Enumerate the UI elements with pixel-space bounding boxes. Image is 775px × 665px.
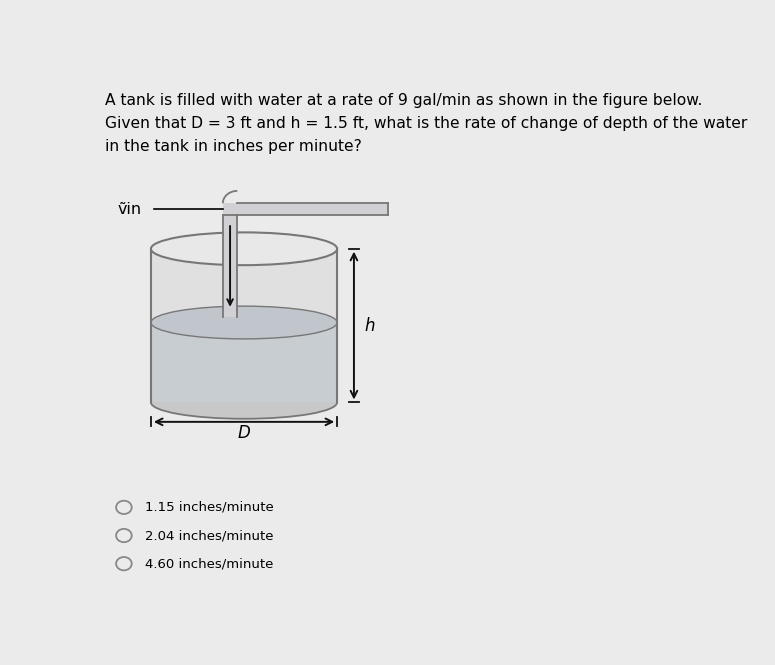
Text: D: D: [238, 424, 250, 442]
Text: A tank is filled with water at a rate of 9 gal/min as shown in the figure below.: A tank is filled with water at a rate of…: [105, 92, 702, 108]
Ellipse shape: [151, 386, 337, 419]
Polygon shape: [223, 215, 237, 317]
Text: ṽin: ṽin: [118, 202, 142, 217]
Text: 4.60 inches/minute: 4.60 inches/minute: [145, 557, 274, 570]
Polygon shape: [151, 323, 337, 402]
Ellipse shape: [151, 232, 337, 265]
Text: h: h: [365, 317, 375, 334]
Text: Given that D = 3 ft and h = 1.5 ft, what is the rate of change of depth of the w: Given that D = 3 ft and h = 1.5 ft, what…: [105, 116, 747, 130]
Polygon shape: [223, 203, 388, 215]
Text: 2.04 inches/minute: 2.04 inches/minute: [145, 529, 274, 542]
Text: 1.15 inches/minute: 1.15 inches/minute: [145, 501, 274, 514]
Text: in the tank in inches per minute?: in the tank in inches per minute?: [105, 139, 362, 154]
Ellipse shape: [151, 306, 337, 339]
Polygon shape: [151, 249, 337, 402]
